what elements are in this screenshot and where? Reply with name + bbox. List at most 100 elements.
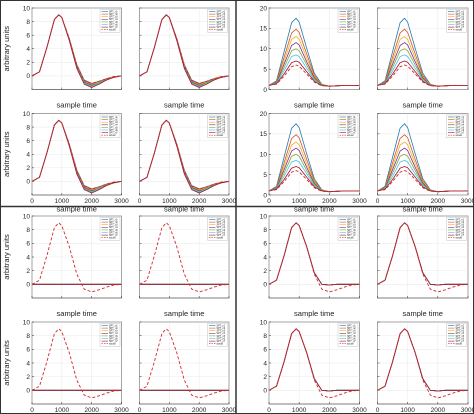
x-tick-label: 2000: [84, 198, 99, 205]
legend-entry: SPT_n4: [109, 332, 118, 335]
series-line-actual: [377, 328, 469, 399]
legend-entry: actual: [347, 134, 354, 137]
legend-entry: SPT_n1: [347, 10, 356, 13]
subplot-2: SPT_n1SPT_n2SPT_n3SPT_n4SPT_n5SPT_n6SPT_…: [377, 7, 469, 90]
x-axis-label: sample time: [403, 101, 443, 110]
x-tick-label: 0: [267, 407, 271, 414]
legend-entry: SPT_n1: [456, 10, 465, 13]
legend-entry: SPT_n5: [109, 21, 118, 24]
legend-entry: SPT_n1: [109, 218, 118, 221]
legend-entry: SPT_n7: [456, 26, 465, 29]
legend-entry: SPT_n6: [347, 231, 356, 234]
x-tick-label: 1000: [292, 407, 307, 414]
legend-entry: SPT_n5: [109, 229, 118, 232]
legend-entry: SPT_n1: [217, 116, 226, 119]
x-tick-label: 0: [376, 198, 380, 205]
legend-entry: SPT_n1: [456, 116, 465, 119]
y-tick-label: 8: [263, 333, 267, 340]
legend-entry: SPT_n5: [347, 335, 356, 338]
legend-box: [446, 9, 467, 33]
legend-box: [446, 323, 467, 347]
legend-entry: SPT_n4: [347, 124, 356, 127]
legend-entry: SPT_n5: [347, 21, 356, 24]
y-tick-label: 2: [263, 268, 267, 275]
y-axis-label: arbitrary units: [2, 26, 11, 72]
legend-entry: SPT_n6: [347, 23, 356, 26]
legend-entry: SPT_n5: [109, 335, 118, 338]
legend-box: [207, 323, 228, 347]
legend-entry: actual: [347, 343, 354, 346]
legend-entry: SPT_n7: [456, 340, 465, 343]
y-tick-label: 6: [26, 347, 30, 354]
legend-entry: SPT_n5: [347, 126, 356, 129]
legend-entry: SPT_n7: [217, 132, 226, 135]
legend-entry: SPT_n2: [217, 327, 226, 330]
x-axis-label: sample time: [57, 101, 97, 110]
legend-entry: actual: [109, 29, 116, 32]
legend-entry: SPT_n6: [217, 23, 226, 26]
y-tick-label: 2: [26, 165, 30, 172]
series-line-actual: [139, 222, 230, 293]
y-tick-label: 10: [260, 319, 268, 326]
series-line-actual: [268, 170, 360, 193]
y-tick-label: 20: [260, 111, 268, 118]
legend-entry: SPT_n6: [217, 129, 226, 132]
legend-entry: SPT_n3: [109, 224, 118, 227]
legend-entry: actual: [217, 237, 224, 240]
y-tick-label: 2: [263, 374, 267, 381]
legend-entry: actual: [347, 237, 354, 240]
series-line-actual: [268, 222, 360, 293]
y-axis-label: arbitrary units: [2, 234, 11, 280]
legend-box: [207, 9, 228, 33]
legend-entry: SPT_n6: [109, 231, 118, 234]
legend-entry: SPT_n4: [347, 332, 356, 335]
x-tick-label: 1000: [292, 198, 307, 205]
series-line-actual: [139, 119, 230, 190]
y-tick-label: 0: [26, 73, 30, 80]
legend-entry: SPT_n1: [109, 116, 118, 119]
y-tick-label: 10: [23, 213, 31, 220]
y-tick-label: 10: [260, 46, 268, 53]
legend-entry: SPT_n2: [347, 221, 356, 224]
y-tick-label: 10: [260, 213, 268, 220]
legend-box: [337, 114, 359, 138]
legend-entry: SPT_n5: [456, 21, 465, 24]
legend-box: [337, 217, 359, 241]
x-axis-label: sample time: [57, 309, 97, 318]
legend-entry: SPT_n1: [456, 324, 465, 327]
legend-entry: SPT_n4: [456, 124, 465, 127]
legend-entry: SPT_n2: [109, 327, 118, 330]
legend-entry: SPT_n4: [217, 124, 226, 127]
legend-entry: SPT_n3: [456, 16, 465, 19]
legend-entry: SPT_n7: [456, 234, 465, 237]
legend-entry: SPT_n6: [456, 129, 465, 132]
legend-box: [99, 217, 121, 241]
series-line-actual: [31, 328, 122, 399]
legend-entry: actual: [456, 237, 463, 240]
x-axis-label: sample time: [294, 309, 334, 318]
x-tick-label: 2000: [431, 407, 446, 414]
legend-entry: SPT_n5: [456, 126, 465, 129]
legend-entry: SPT_n4: [217, 18, 226, 21]
legend-entry: SPT_n3: [217, 330, 226, 333]
y-tick-label: 8: [26, 227, 30, 234]
legend-entry: actual: [217, 343, 224, 346]
legend-entry: SPT_n4: [456, 226, 465, 229]
series-line-spt-n7: [31, 14, 122, 88]
series-line-actual: [377, 170, 468, 193]
subplot-4: 0 1000 2000 3000SPT_n1SPT_n2SPT_n3SPT_n4SPT…: [376, 113, 474, 205]
legend-box: [446, 217, 467, 241]
series-line-actual: [139, 14, 230, 84]
legend-entry: actual: [109, 237, 116, 240]
y-tick-label: 6: [26, 138, 30, 145]
y-tick-label: 4: [26, 46, 30, 53]
legend-entry: SPT_n4: [347, 226, 356, 229]
series-line-actual: [31, 119, 122, 190]
legend-entry: SPT_n7: [109, 132, 118, 135]
x-tick-label: 2000: [192, 198, 207, 205]
legend-entry: SPT_n3: [109, 16, 118, 19]
series-line-spt-n7: [139, 14, 230, 88]
y-tick-label: 0: [263, 192, 267, 199]
